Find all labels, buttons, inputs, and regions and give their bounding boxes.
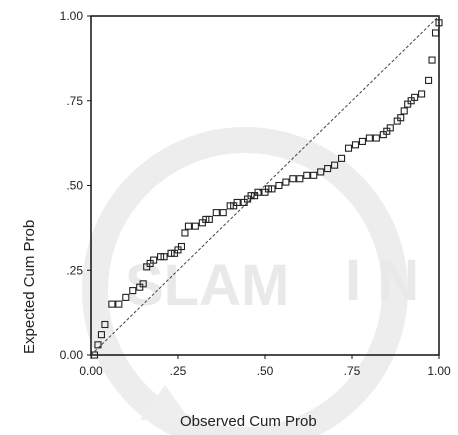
data-point bbox=[101, 320, 109, 329]
data-point bbox=[365, 134, 373, 142]
data-point bbox=[317, 168, 325, 176]
data-point bbox=[97, 331, 105, 339]
data-point bbox=[372, 134, 380, 142]
data-point bbox=[289, 175, 297, 183]
data-point bbox=[150, 256, 158, 264]
data-point bbox=[397, 114, 405, 122]
x-axis-ticks: 0.00 .25 .50 .75 1.00 bbox=[79, 355, 451, 378]
data-point bbox=[160, 253, 168, 261]
x-tick-label: 0.00 bbox=[79, 364, 103, 378]
scatter-points bbox=[90, 19, 443, 359]
data-point bbox=[275, 181, 283, 190]
x-tick-label: .75 bbox=[344, 364, 361, 378]
data-point bbox=[205, 215, 213, 223]
data-point bbox=[400, 107, 408, 115]
data-point bbox=[212, 209, 220, 217]
data-point bbox=[254, 188, 262, 196]
x-tick-label: .25 bbox=[170, 364, 187, 378]
data-point bbox=[94, 341, 102, 349]
y-tick-label: .75 bbox=[66, 94, 83, 108]
data-point bbox=[331, 161, 339, 169]
data-point bbox=[386, 124, 394, 132]
data-point bbox=[310, 171, 318, 179]
data-point bbox=[129, 287, 137, 295]
y-tick-label: .50 bbox=[66, 179, 83, 193]
watermark-logo: SLAM I N bbox=[82, 127, 419, 435]
data-point bbox=[90, 351, 99, 359]
x-axis-title: Observed Cum Prob bbox=[180, 413, 317, 430]
watermark-text-right: I N bbox=[345, 248, 419, 313]
data-point bbox=[411, 93, 419, 101]
data-point bbox=[324, 165, 332, 173]
data-point bbox=[296, 175, 304, 183]
data-point bbox=[191, 222, 199, 230]
data-point bbox=[268, 185, 276, 193]
data-point bbox=[418, 90, 426, 98]
y-tick-label: .25 bbox=[66, 263, 83, 277]
data-point bbox=[139, 280, 147, 288]
data-point bbox=[351, 141, 360, 149]
watermark-text-left: SLAM bbox=[125, 253, 289, 318]
data-point bbox=[115, 300, 123, 308]
data-point bbox=[233, 198, 241, 206]
data-point bbox=[108, 300, 116, 308]
data-point bbox=[181, 229, 189, 237]
x-tick-label: 1.00 bbox=[427, 364, 451, 378]
data-point bbox=[428, 56, 436, 64]
x-tick-label: .50 bbox=[257, 364, 274, 378]
data-point bbox=[425, 76, 433, 84]
data-point bbox=[282, 178, 290, 186]
data-point bbox=[338, 154, 346, 162]
y-tick-label: 1.00 bbox=[60, 9, 84, 23]
data-point bbox=[177, 242, 186, 251]
y-axis-ticks: 0.00 .25 .50 .75 1.00 bbox=[60, 9, 91, 362]
y-axis-title: Expected Cum Prob bbox=[21, 220, 38, 354]
data-point bbox=[431, 29, 440, 37]
data-point bbox=[122, 293, 130, 301]
y-tick-label: 0.00 bbox=[60, 348, 84, 362]
data-point bbox=[184, 222, 192, 230]
data-point bbox=[358, 137, 366, 145]
data-point bbox=[344, 144, 353, 152]
data-point bbox=[435, 19, 443, 27]
data-point bbox=[303, 171, 311, 179]
data-point bbox=[219, 209, 227, 217]
